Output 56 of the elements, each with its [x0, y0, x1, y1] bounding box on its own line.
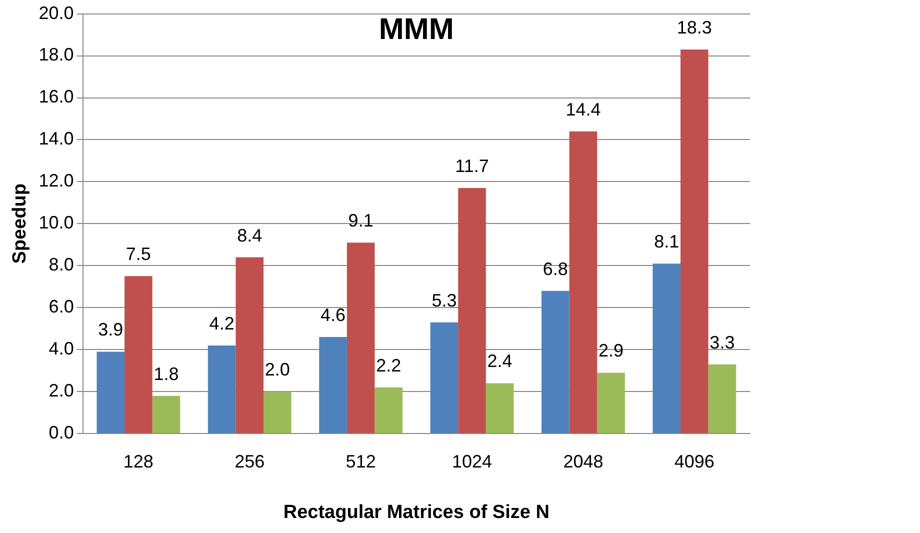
bar — [374, 387, 403, 434]
y-tick-label: 8.0 — [48, 254, 74, 275]
bar — [542, 290, 570, 434]
data-label: 6.8 — [542, 258, 568, 279]
data-label: 2.4 — [487, 351, 512, 372]
chart-title: MMM — [378, 13, 454, 46]
bar — [264, 392, 292, 434]
x-tick-label: 256 — [234, 451, 265, 472]
data-label: 9.1 — [348, 210, 374, 231]
data-label: 2.9 — [598, 340, 624, 361]
bar — [124, 276, 152, 434]
y-tick-label: 4.0 — [48, 338, 74, 359]
data-label: 7.5 — [126, 244, 151, 264]
data-label: 2.0 — [264, 360, 290, 380]
x-tick-label: 128 — [123, 451, 154, 472]
bar — [346, 242, 375, 434]
y-tick-label: 14.0 — [38, 128, 74, 149]
x-axis-title: Rectagular Matrices of Size N — [283, 502, 550, 523]
x-tick-label: 512 — [346, 451, 376, 472]
data-label: 5.3 — [432, 290, 457, 310]
bar — [486, 383, 514, 434]
x-tick-label: 4096 — [674, 451, 714, 472]
y-tick-label: 18.0 — [38, 44, 74, 65]
bar — [152, 396, 180, 434]
bar — [569, 131, 598, 434]
data-label: 8.1 — [654, 232, 680, 252]
bar — [319, 337, 347, 434]
data-label: 3.3 — [710, 332, 735, 352]
bar — [208, 345, 236, 434]
data-label: 8.4 — [237, 225, 262, 246]
bar — [597, 372, 625, 434]
data-label: 18.3 — [676, 17, 712, 38]
y-tick-label: 16.0 — [38, 86, 74, 107]
bar — [458, 188, 486, 434]
data-label: 4.6 — [320, 305, 346, 326]
bar — [430, 322, 458, 434]
data-label: 4.2 — [209, 313, 234, 334]
data-label: 2.2 — [376, 355, 402, 376]
bar — [236, 257, 264, 434]
data-label: 14.4 — [566, 99, 601, 120]
y-axis-title: Speedup — [10, 184, 31, 264]
y-tick-label: 6.0 — [48, 296, 74, 317]
y-tick-label: 12.0 — [38, 170, 74, 191]
bar — [708, 364, 736, 434]
bar — [680, 49, 708, 434]
data-label: 11.7 — [455, 156, 489, 176]
data-label: 1.8 — [154, 364, 179, 384]
y-tick-label: 2.0 — [48, 380, 74, 401]
x-tick-label: 2048 — [563, 451, 604, 472]
data-label: 3.9 — [98, 320, 124, 340]
y-tick-label: 10.0 — [38, 212, 74, 233]
y-tick-label: 20.0 — [38, 2, 74, 23]
y-tick-label: 0.0 — [48, 422, 74, 443]
x-tick-label: 1024 — [452, 451, 492, 472]
bar — [652, 264, 681, 434]
bar — [96, 352, 125, 434]
